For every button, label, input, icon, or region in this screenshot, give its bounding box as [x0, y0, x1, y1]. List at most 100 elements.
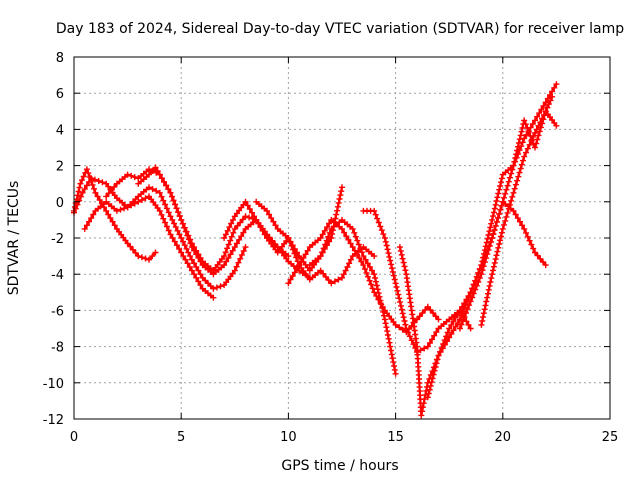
data-point [504, 209, 511, 216]
data-point [369, 267, 375, 274]
y-tick-label: -6 [51, 304, 64, 319]
data-point [524, 145, 531, 152]
data-point [388, 347, 394, 354]
data-point [385, 335, 392, 342]
data-point [437, 349, 444, 355]
data-point [399, 326, 406, 333]
data-point [197, 254, 204, 261]
series-line [287, 218, 440, 334]
data-point [368, 281, 375, 288]
data-point [529, 121, 536, 127]
data-point [390, 359, 397, 366]
data-point [432, 313, 439, 320]
data-point [146, 256, 152, 263]
data-point [81, 225, 88, 232]
data-point [191, 271, 198, 278]
data-point [520, 157, 526, 164]
data-point [504, 182, 511, 189]
data-point [364, 260, 371, 267]
data-point [160, 215, 167, 222]
data-point [518, 161, 525, 168]
data-point [372, 278, 379, 285]
y-tick-label: 4 [56, 123, 64, 138]
data-point [234, 222, 241, 229]
data-point [360, 262, 367, 269]
data-point [463, 310, 469, 316]
data-point [131, 174, 138, 181]
data-point [83, 222, 90, 229]
data-point [235, 259, 242, 266]
data-point [80, 173, 87, 180]
data-point [266, 211, 273, 218]
data-point [336, 196, 343, 202]
data-point [470, 290, 477, 297]
data-point [383, 242, 390, 249]
data-point [461, 313, 468, 320]
data-point [509, 193, 516, 200]
data-point [96, 197, 103, 203]
data-point [511, 185, 518, 192]
data-point [355, 241, 362, 248]
data-point [446, 325, 453, 332]
data-point [501, 194, 507, 201]
data-point [473, 282, 480, 289]
data-point [523, 149, 529, 156]
data-point [371, 253, 378, 260]
data-point [238, 251, 245, 258]
data-point [105, 211, 112, 218]
data-point [486, 228, 493, 235]
data-point [479, 267, 486, 274]
data-point [347, 256, 354, 263]
data-point [320, 270, 327, 277]
data-point [79, 177, 85, 184]
data-point [514, 147, 521, 154]
data-point [390, 272, 397, 279]
data-point [452, 314, 459, 321]
data-point [183, 228, 190, 235]
data-point [88, 175, 95, 182]
data-point [91, 176, 98, 183]
data-point [165, 186, 172, 193]
data-point [156, 171, 163, 178]
data-point [356, 254, 363, 261]
data-point [406, 333, 413, 340]
data-point [349, 244, 356, 251]
data-point [246, 206, 253, 212]
data-point [397, 299, 404, 306]
data-point [210, 294, 217, 301]
data-point [105, 190, 112, 197]
data-point [170, 197, 177, 204]
data-point [458, 321, 465, 328]
data-point [456, 307, 463, 314]
data-point [108, 187, 115, 193]
data-point [514, 177, 521, 184]
data-point [469, 294, 476, 301]
data-point [384, 332, 391, 338]
data-point [365, 273, 371, 280]
data-point [158, 175, 165, 182]
series-trace-13 [456, 108, 560, 332]
data-point [383, 324, 390, 331]
data-point [540, 111, 547, 118]
data-point [499, 225, 506, 232]
series-trace-4 [103, 166, 292, 278]
data-point [492, 222, 499, 229]
data-point [525, 129, 532, 135]
data-point [124, 240, 131, 247]
data-point [448, 330, 455, 337]
data-point [171, 238, 178, 245]
data-point [430, 371, 437, 378]
data-point [285, 235, 292, 241]
data-point [197, 271, 204, 278]
data-point [490, 263, 497, 270]
data-point [375, 290, 382, 297]
data-point [534, 252, 541, 259]
data-point [424, 343, 431, 350]
data-point [195, 251, 202, 258]
data-point [498, 179, 504, 186]
data-point [472, 277, 479, 284]
data-point [502, 190, 509, 197]
data-point [495, 190, 502, 197]
series-trace-1 [71, 166, 159, 263]
